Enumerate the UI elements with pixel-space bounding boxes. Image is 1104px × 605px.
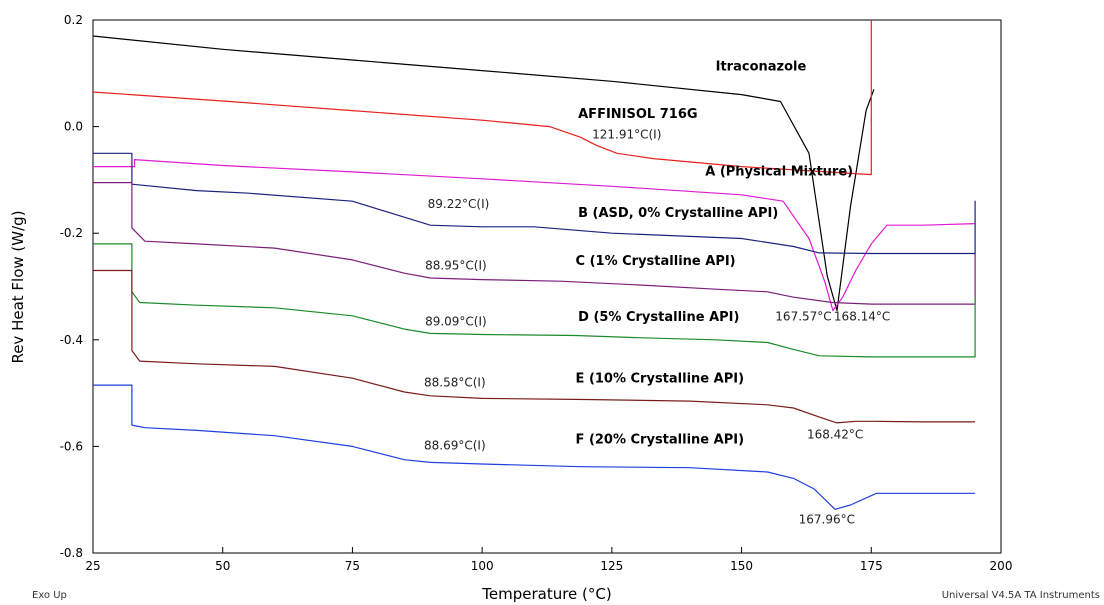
temperature-annotation: 168.14°C <box>834 310 890 324</box>
series-labels: Itraconazole AFFINISOL 716G A (Physical Mi… <box>576 60 854 448</box>
series-label: D (5% Crystalline API) <box>578 310 739 325</box>
series-label: F (20% Crystalline API) <box>576 433 744 448</box>
x-tick-label: 100 <box>471 559 494 573</box>
temperature-annotation: 168.42°C <box>807 427 863 441</box>
y-tick-label: 0.2 <box>64 13 83 27</box>
series-label: Itraconazole <box>716 60 807 75</box>
y-tick-label: -0.8 <box>60 546 83 560</box>
series-label: E (10% Crystalline API) <box>576 371 744 386</box>
temperature-annotation: 89.09°C(I) <box>425 314 487 328</box>
x-tick-label: 125 <box>600 559 623 573</box>
series-layer <box>92 20 976 510</box>
series-line-1 <box>92 20 872 176</box>
y-tick-label: 0.0 <box>64 120 83 134</box>
annotations: 121.91°C(I) 89.22°C(I) 88.95°C(I) 89.09°C(I… <box>424 127 890 526</box>
footer-right: Universal V4.5A TA Instruments <box>942 590 1100 601</box>
series-label: AFFINISOL 716G <box>578 107 697 122</box>
y-axis-title: Rev Heat Flow (W/g) <box>9 210 27 363</box>
temperature-annotation: 88.69°C(I) <box>424 439 486 453</box>
x-tick-label: 25 <box>85 559 100 573</box>
series-line-0 <box>92 35 875 312</box>
temperature-annotation: 121.91°C(I) <box>592 127 661 141</box>
series-line-5 <box>93 243 976 358</box>
temperature-annotation: 89.22°C(I) <box>428 197 490 211</box>
series-line-7 <box>93 384 976 510</box>
series-line-6 <box>93 269 976 424</box>
x-tick-label: 200 <box>990 559 1013 573</box>
y-tick-label: -0.4 <box>60 333 83 347</box>
x-tick-label: 150 <box>730 559 753 573</box>
series-line-2 <box>93 159 976 312</box>
series-label: A (Physical Mixture) <box>705 165 853 180</box>
x-tick-label: 175 <box>860 559 883 573</box>
temperature-annotation: 88.58°C(I) <box>424 376 486 390</box>
footer-left: Exo Up <box>32 590 67 601</box>
x-tick-label: 50 <box>215 559 230 573</box>
y-tick-label: -0.6 <box>60 439 83 453</box>
y-tick-label: -0.2 <box>60 226 83 240</box>
temperature-annotation: 88.95°C(I) <box>425 258 487 272</box>
temperature-annotation: 167.57°C <box>775 310 831 324</box>
series-label: B (ASD, 0% Crystalline API) <box>578 206 778 221</box>
x-tick-label: 75 <box>345 559 360 573</box>
series-line-3 <box>93 152 976 255</box>
series-label: C (1% Crystalline API) <box>576 254 736 269</box>
axis-ticks: 25 50 75 100 125 150 175 200 0.2 0.0 -0.2 -0.4 -0.6 -… <box>60 13 1013 573</box>
series-line-4 <box>93 182 976 305</box>
x-axis-title: Temperature (°C) <box>481 585 611 603</box>
plot-frame <box>92 19 1002 554</box>
temperature-annotation: 167.96°C <box>799 513 855 527</box>
